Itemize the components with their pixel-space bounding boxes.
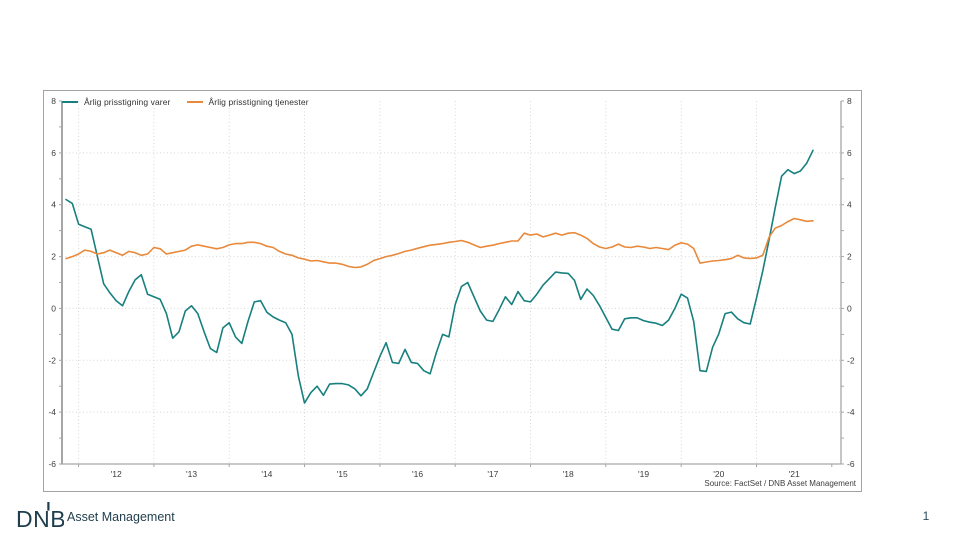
svg-text:4: 4: [51, 200, 56, 210]
svg-text:'21: '21: [789, 469, 800, 479]
svg-text:2: 2: [51, 252, 56, 262]
svg-text:-6: -6: [48, 459, 56, 469]
svg-text:6: 6: [847, 148, 852, 158]
svg-text:-6: -6: [847, 459, 855, 469]
footer-unit-label: Asset Management: [67, 510, 175, 524]
varer-line-swatch: [62, 101, 78, 103]
svg-text:6: 6: [51, 148, 56, 158]
svg-text:8: 8: [847, 96, 852, 106]
svg-text:'12: '12: [111, 469, 122, 479]
svg-text:'20: '20: [713, 469, 724, 479]
svg-text:2: 2: [847, 252, 852, 262]
dnb-logo-text: DNB: [16, 506, 64, 532]
svg-text:'17: '17: [487, 469, 498, 479]
svg-text:-2: -2: [48, 355, 56, 365]
source-attribution: Source: FactSet / DNB Asset Management: [704, 479, 856, 488]
chart-container: Årlig prisstigning varer Årlig prisstign…: [43, 90, 862, 492]
svg-text:-4: -4: [48, 407, 56, 417]
svg-text:-2: -2: [847, 355, 855, 365]
svg-text:0: 0: [847, 303, 852, 313]
svg-text:'19: '19: [638, 469, 649, 479]
legend-label-varer: Årlig prisstigning varer: [84, 97, 171, 107]
svg-text:-4: -4: [847, 407, 855, 417]
svg-text:0: 0: [51, 303, 56, 313]
legend-item-varer: Årlig prisstigning varer: [62, 97, 171, 107]
svg-text:'18: '18: [563, 469, 574, 479]
line-chart: 8 8 6 6 4 4 2 2 0 0 -2 -2 -4 -4 -6 -6 '12 '13 '14 '15 '16 '17…: [48, 96, 855, 479]
legend-item-tjenester: Årlig prisstigning tjenester: [186, 97, 309, 107]
svg-text:'16: '16: [412, 469, 423, 479]
chart-legend: Årlig prisstigning varer Årlig prisstign…: [62, 97, 309, 107]
svg-text:'13: '13: [186, 469, 197, 479]
tjenester-line-swatch: [186, 101, 203, 103]
svg-text:4: 4: [847, 200, 852, 210]
svg-text:8: 8: [51, 96, 56, 106]
dnb-logo: DNB: [16, 501, 66, 540]
page-number: 1: [922, 509, 930, 523]
legend-label-tjenester: Årlig prisstigning tjenester: [208, 97, 309, 107]
svg-text:'14: '14: [261, 469, 272, 479]
svg-text:'15: '15: [337, 469, 348, 479]
